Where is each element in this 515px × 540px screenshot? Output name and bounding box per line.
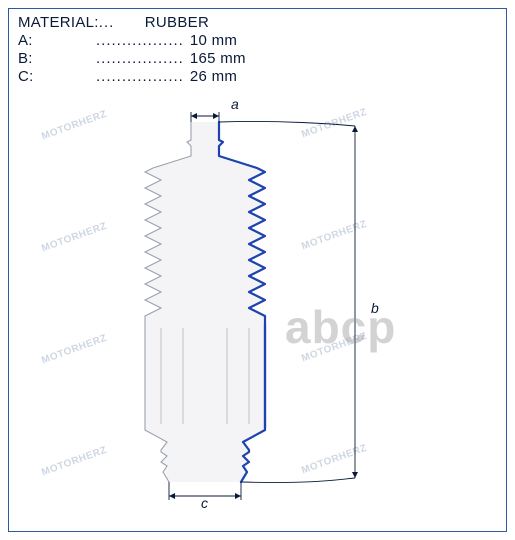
boot-svg: [55, 100, 460, 530]
spec-row-b: B: ................. 165 mm: [18, 50, 246, 68]
spec-dots: ...: [99, 14, 139, 32]
dim-label-b: b: [371, 300, 379, 316]
spec-label: C:: [18, 68, 96, 86]
spec-dots: .................: [96, 32, 184, 50]
spec-dots: .................: [96, 68, 184, 86]
spec-label: B:: [18, 50, 96, 68]
spec-dots: .................: [96, 50, 184, 68]
spec-row-material: MATERIAL: ... RUBBER: [18, 14, 246, 32]
spec-label: A:: [18, 32, 96, 50]
dim-label-c: c: [201, 495, 208, 511]
spec-label: MATERIAL:: [18, 14, 99, 32]
dim-label-a: a: [231, 96, 239, 112]
spec-value: 26 mm: [190, 68, 237, 86]
spec-value: 10 mm: [190, 32, 237, 50]
spec-row-c: C: ................. 26 mm: [18, 68, 246, 86]
spec-table: MATERIAL: ... RUBBER A: ................…: [18, 14, 246, 86]
spec-row-a: A: ................. 10 mm: [18, 32, 246, 50]
boot-diagram: a b c: [55, 100, 460, 520]
spec-value: RUBBER: [145, 14, 209, 32]
spec-value: 165 mm: [190, 50, 246, 68]
